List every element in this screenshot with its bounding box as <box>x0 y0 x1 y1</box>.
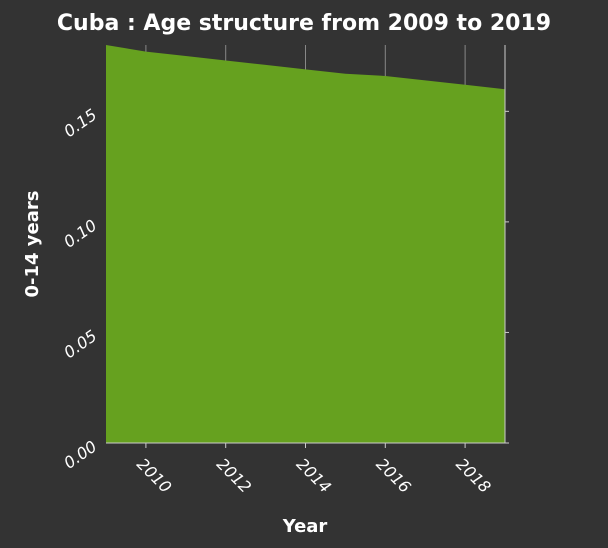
x-axis-title: Year <box>282 516 328 537</box>
area-layer <box>106 45 505 443</box>
chart-title: Cuba : Age structure from 2009 to 2019 <box>57 11 551 36</box>
y-axis-title: 0-14 years <box>22 191 43 298</box>
area-series <box>106 45 505 443</box>
axis-layer <box>106 45 509 448</box>
